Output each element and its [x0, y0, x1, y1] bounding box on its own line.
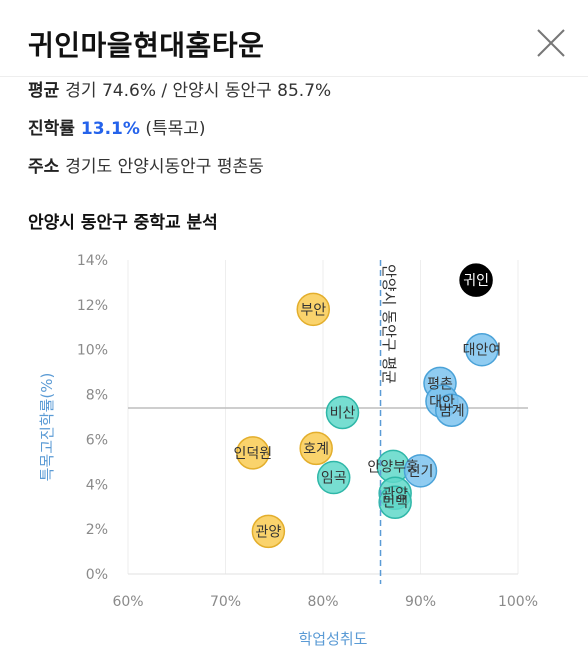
data-point-label: 부안 — [300, 302, 326, 318]
data-point-label: 대안 — [429, 394, 455, 410]
y-tick-label: 14% — [77, 253, 108, 269]
data-point-label: 호계 — [303, 441, 329, 457]
y-tick-label: 8% — [86, 388, 108, 404]
address-label: 주소 — [28, 157, 60, 177]
rate-value: 13.1% — [80, 119, 140, 139]
data-point[interactable] — [403, 454, 438, 488]
page-title: 귀인마을현대홈타운 — [28, 29, 265, 62]
data-point[interactable] — [299, 431, 333, 466]
data-point-label: 귀인 — [463, 273, 489, 289]
y-tick-label: 6% — [86, 432, 108, 448]
x-axis-title: 학업성취도 — [298, 630, 367, 648]
x-tick-label: 100% — [498, 594, 538, 610]
panel-header: 귀인마을현대홈타운 — [0, 0, 588, 77]
y-tick-label: 0% — [86, 567, 108, 583]
data-point-label: 관양 — [256, 524, 282, 540]
data-point[interactable] — [316, 460, 351, 495]
y-tick-label: 2% — [86, 522, 108, 538]
data-point-label: 신기 — [408, 464, 434, 480]
data-point[interactable] — [459, 263, 493, 297]
address-value: 경기도 안양시동안구 평촌동 — [65, 157, 264, 177]
average-value: 경기 74.6% / 안양시 동안구 85.7% — [65, 81, 332, 101]
data-point-label: 임곡 — [321, 471, 347, 487]
average-label: 평균 — [28, 81, 60, 101]
x-tick-label: 70% — [210, 594, 241, 610]
data-point[interactable] — [251, 514, 286, 549]
data-point-label: 비산 — [330, 406, 356, 422]
rate-row: 진학률 13.1% (특목고) — [28, 114, 206, 139]
data-point-label: 대안여 — [463, 343, 502, 359]
data-point[interactable] — [325, 395, 360, 430]
data-point-label: 인덕원 — [233, 446, 272, 462]
scatter-chart: 60% 70% 80% 90% 100% 0% 2% 4% 6% 8% 10% 12% 14% 귀인부안대… — [38, 253, 538, 648]
x-tick-label: 60% — [112, 594, 143, 610]
y-tick-label: 10% — [77, 343, 108, 359]
data-point[interactable] — [465, 332, 499, 367]
x-tick-label: 90% — [405, 594, 436, 610]
data-point[interactable] — [378, 485, 412, 519]
y-axis-title: 특목고진학률(%) — [38, 373, 56, 482]
data-point[interactable] — [236, 436, 270, 470]
reference-line-label: 안양시 동안구 평균 — [380, 264, 398, 384]
section-title: 안양시 동안구 중학교 분석 — [28, 213, 218, 233]
y-tick-label: 4% — [86, 477, 108, 493]
data-point-label: 관양 — [382, 486, 408, 502]
close-icon[interactable] — [534, 26, 568, 60]
data-point-label: 평촌 — [427, 376, 453, 392]
address-row: 주소 경기도 안양시동안구 평촌동 — [28, 152, 264, 177]
data-point-label: 범계 — [439, 403, 465, 419]
average-row: 평균 경기 74.6% / 안양시 동안구 85.7% — [28, 76, 331, 101]
data-point[interactable] — [296, 292, 330, 327]
y-tick-label: 12% — [77, 298, 108, 314]
x-tick-label: 80% — [307, 594, 338, 610]
data-point[interactable] — [434, 393, 469, 428]
data-point-label: 민백 — [382, 495, 408, 511]
rate-label: 진학률 — [28, 119, 75, 139]
rate-suffix: (특목고) — [145, 119, 206, 139]
